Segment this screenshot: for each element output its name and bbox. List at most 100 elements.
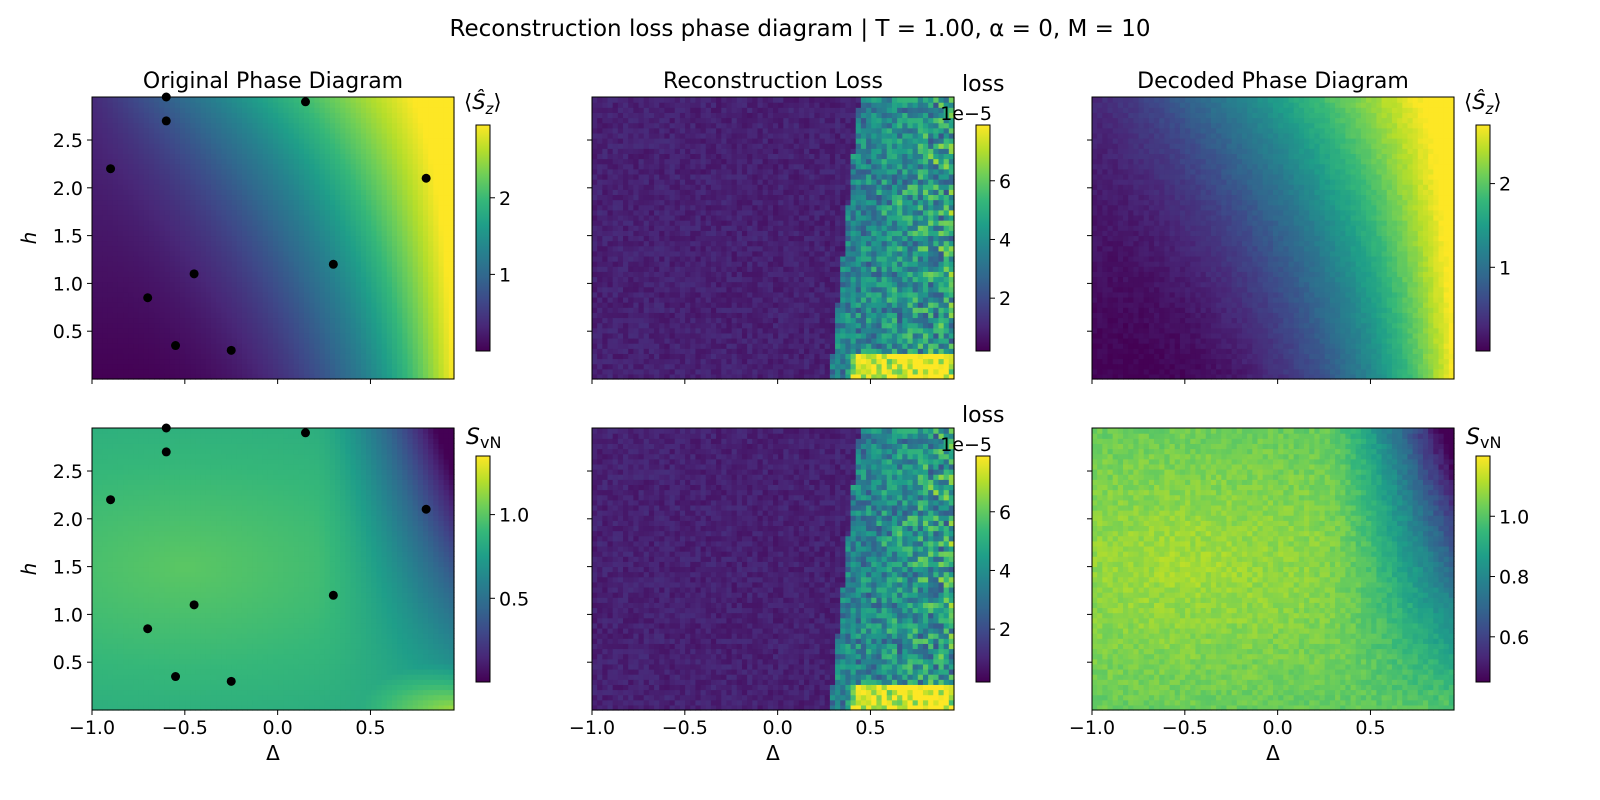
heatmap-cell	[226, 368, 233, 375]
heatmap-cell	[138, 235, 145, 242]
heatmap-cell	[417, 240, 424, 247]
heatmap-cell	[221, 230, 228, 237]
heatmap-cell	[633, 204, 640, 211]
heatmap-cell	[195, 148, 202, 154]
heatmap-cell	[293, 179, 300, 185]
heatmap-cell	[169, 199, 176, 206]
heatmap-cell	[283, 225, 290, 231]
heatmap-cell	[304, 112, 310, 119]
heatmap-cell	[607, 138, 614, 144]
heatmap-cell	[159, 153, 165, 160]
heatmap-cell	[314, 358, 321, 365]
heatmap-cell	[221, 173, 228, 180]
heatmap-cell	[690, 143, 697, 149]
heatmap-cell	[371, 358, 378, 365]
heatmap-cell	[200, 302, 207, 308]
heatmap-cell	[335, 266, 341, 272]
heatmap-cell	[273, 199, 279, 206]
heatmap-cell	[92, 148, 98, 154]
heatmap-cell	[210, 235, 217, 242]
heatmap-cell	[669, 168, 676, 175]
heatmap-cell	[309, 184, 315, 190]
heatmap-cell	[210, 337, 217, 344]
heatmap-cell	[664, 312, 671, 319]
heatmap-cell	[247, 312, 253, 319]
heatmap-cell	[329, 209, 336, 216]
heatmap-cell	[273, 291, 279, 298]
heatmap-cell	[257, 245, 264, 252]
heatmap-cell	[205, 127, 212, 134]
heatmap-cell	[205, 122, 212, 129]
heatmap-cell	[355, 322, 362, 329]
heatmap-cell	[428, 143, 434, 149]
heatmap-cell	[397, 302, 403, 308]
heatmap-cell	[319, 250, 326, 257]
heatmap-cell	[148, 138, 155, 144]
heatmap-cell	[169, 317, 176, 324]
heatmap-cell	[371, 214, 378, 221]
heatmap-cell	[643, 168, 650, 175]
heatmap-cell	[659, 153, 665, 160]
heatmap-cell	[252, 276, 259, 283]
heatmap-cell	[117, 317, 124, 324]
heatmap-cell	[402, 214, 409, 221]
heatmap-cell	[241, 271, 248, 278]
heatmap-cell	[257, 173, 264, 180]
heatmap-cell	[102, 158, 109, 165]
heatmap-cell	[355, 358, 362, 365]
heatmap-cell	[133, 112, 140, 119]
heatmap-cell	[247, 189, 253, 196]
y-tick-label: 0.5	[53, 321, 83, 343]
heatmap-cell	[283, 373, 290, 380]
heatmap-cell	[643, 276, 650, 283]
heatmap-cell	[412, 153, 419, 160]
heatmap-cell	[376, 271, 383, 278]
heatmap-cell	[262, 189, 269, 196]
heatmap-cell	[304, 266, 310, 272]
heatmap-cell	[659, 276, 665, 283]
heatmap-cell	[205, 97, 212, 103]
heatmap-cell	[262, 296, 269, 303]
heatmap-cell	[205, 261, 212, 267]
heatmap-cell	[200, 235, 207, 242]
heatmap-cell	[659, 348, 665, 354]
heatmap-cell	[174, 240, 181, 247]
heatmap-cell	[123, 276, 129, 283]
heatmap-cell	[597, 153, 603, 160]
heatmap-cell	[397, 184, 403, 190]
heatmap-cell	[195, 194, 202, 201]
heatmap-cell	[267, 163, 274, 170]
heatmap-cell	[148, 107, 155, 113]
heatmap-cell	[174, 286, 181, 293]
heatmap-cell	[335, 158, 341, 165]
heatmap-cell	[210, 138, 217, 144]
heatmap-cell	[164, 286, 171, 293]
heatmap-cell	[278, 363, 284, 370]
heatmap-cell	[273, 337, 279, 344]
heatmap-cell	[664, 117, 671, 124]
heatmap-cell	[293, 296, 300, 303]
heatmap-cell	[309, 281, 315, 288]
heatmap-cell	[371, 148, 378, 154]
heatmap-cell	[133, 194, 140, 201]
heatmap-cell	[293, 271, 300, 278]
heatmap-cell	[438, 368, 445, 375]
heatmap-cell	[329, 220, 336, 226]
heatmap-cell	[592, 127, 598, 134]
heatmap-cell	[102, 107, 109, 113]
heatmap-cell	[267, 312, 274, 319]
heatmap-cell	[164, 307, 171, 313]
heatmap-cell	[391, 209, 398, 216]
heatmap-cell	[345, 327, 352, 334]
heatmap-cell	[602, 348, 609, 354]
heatmap-cell	[174, 332, 181, 339]
heatmap-cell	[448, 348, 455, 354]
heatmap-cell	[633, 194, 640, 201]
heatmap-cell	[623, 148, 629, 154]
heatmap-cell	[695, 368, 702, 375]
heatmap-cell	[107, 173, 114, 180]
heatmap-cell	[366, 343, 372, 349]
heatmap-cell	[262, 138, 269, 144]
heatmap-cell	[381, 179, 388, 185]
heatmap-cell	[252, 317, 259, 324]
